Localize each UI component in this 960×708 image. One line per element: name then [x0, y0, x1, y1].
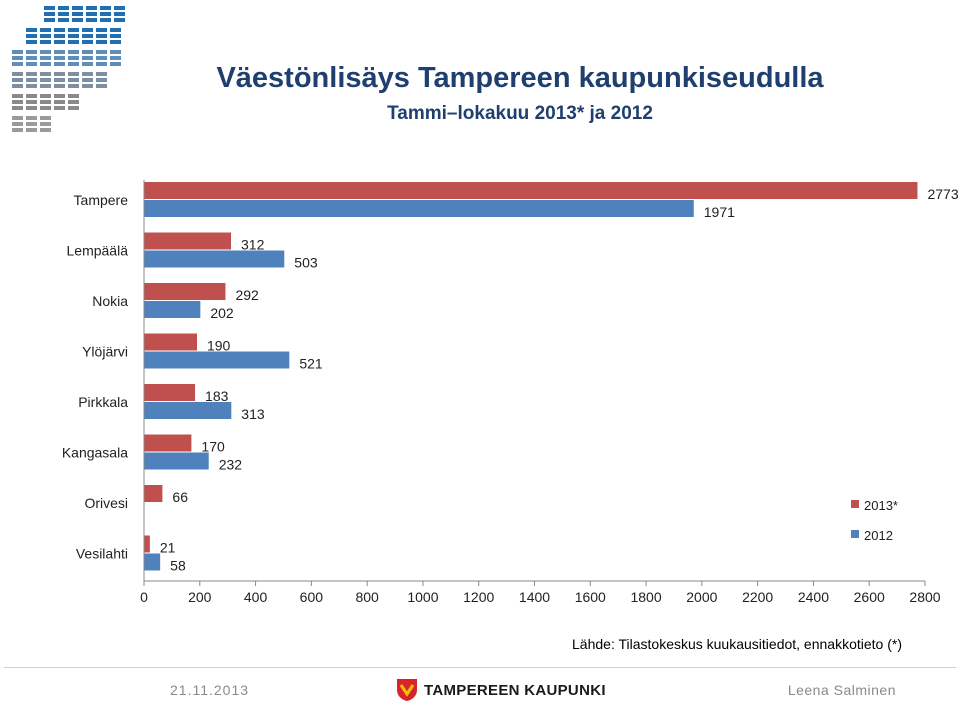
- bar: [144, 452, 209, 470]
- legend-label: 2013*: [864, 498, 898, 513]
- bar: [144, 301, 201, 318]
- x-tick-label: 2000: [686, 589, 717, 605]
- chart-subtitle: Tammi–lokakuu 2013* ja 2012: [387, 103, 653, 124]
- data-label: 2773: [927, 186, 958, 202]
- legend-label: 2012: [864, 528, 893, 543]
- x-tick-label: 200: [188, 589, 212, 605]
- legend-swatch: [851, 530, 859, 538]
- footer-author: Leena Salminen: [787, 682, 896, 698]
- x-tick-label: 2200: [742, 589, 773, 605]
- bar: [144, 535, 150, 553]
- legend: 2013* 2012: [851, 498, 898, 543]
- bar: [144, 250, 285, 268]
- bars: [144, 182, 918, 571]
- bar: [144, 351, 290, 369]
- x-tick-label: 1200: [463, 589, 494, 605]
- bar: [144, 434, 192, 452]
- footer-divider: [4, 667, 956, 668]
- data-label: 232: [219, 457, 243, 473]
- category-label: Nokia: [92, 293, 128, 309]
- bar: [144, 283, 226, 300]
- data-label: 21: [160, 540, 176, 556]
- bar: [144, 200, 694, 217]
- bar: [144, 384, 196, 401]
- chart-title: Väestönlisäys Tampereen kaupunkiseudulla: [216, 62, 824, 94]
- x-tick-label: 2400: [798, 589, 829, 605]
- category-label: Kangasala: [62, 445, 128, 461]
- bar: [144, 553, 161, 571]
- data-label: 170: [201, 439, 225, 455]
- bar: [144, 333, 197, 351]
- x-tick-label: 1000: [407, 589, 438, 605]
- bar: [144, 232, 232, 250]
- data-label: 66: [172, 489, 188, 505]
- footer-date: 21.11.2013: [170, 682, 250, 698]
- data-label: 312: [241, 237, 265, 253]
- tampere-region-logo-icon: [12, 6, 125, 132]
- category-label: Ylöjärvi: [82, 344, 128, 360]
- category-label: Lempäälä: [67, 243, 129, 259]
- category-label: Orivesi: [84, 495, 128, 511]
- city-logo: TAMPEREEN KAUPUNKI: [396, 678, 606, 702]
- x-tick-label: 1400: [519, 589, 550, 605]
- category-labels: Tampere Lempäälä Nokia Ylöjärvi Pirkkala Kang…: [62, 192, 128, 562]
- data-label: 58: [170, 558, 186, 574]
- data-label: 503: [294, 255, 318, 271]
- legend-swatch: [851, 500, 859, 508]
- x-tick-label: 400: [244, 589, 268, 605]
- data-label: 292: [235, 287, 259, 303]
- category-label: Pirkkala: [78, 394, 128, 410]
- category-label: Tampere: [74, 192, 129, 208]
- x-tick-label: 800: [355, 589, 379, 605]
- data-label: 183: [205, 388, 229, 404]
- bar-chart: Tampere Lempäälä Nokia Ylöjärvi Pirkkala Kang…: [62, 180, 959, 605]
- data-label: 202: [210, 305, 234, 321]
- bar: [144, 182, 918, 199]
- data-label: 313: [241, 406, 265, 422]
- data-label: 1971: [704, 204, 735, 220]
- city-logo-text: TAMPEREEN KAUPUNKI: [424, 681, 606, 699]
- x-tick-label: 1600: [575, 589, 606, 605]
- x-tick-label: 2600: [854, 589, 885, 605]
- data-label: 190: [207, 338, 231, 354]
- x-tick-label: 2800: [909, 589, 940, 605]
- x-tick-label: 0: [140, 589, 148, 605]
- tampere-coat-of-arms-icon: [397, 679, 417, 701]
- x-tick-label: 600: [300, 589, 324, 605]
- category-label: Vesilahti: [76, 546, 128, 562]
- source-note: Lähde: Tilastokeskus kuukausitiedot, enn…: [572, 636, 902, 652]
- data-label: 521: [299, 356, 323, 372]
- x-tick-label: 1800: [630, 589, 661, 605]
- bar: [144, 402, 232, 419]
- bar: [144, 485, 163, 502]
- x-axis: 0 200 400 600 800 1000 1200 1400 1600 1800 2000 220…: [140, 180, 941, 605]
